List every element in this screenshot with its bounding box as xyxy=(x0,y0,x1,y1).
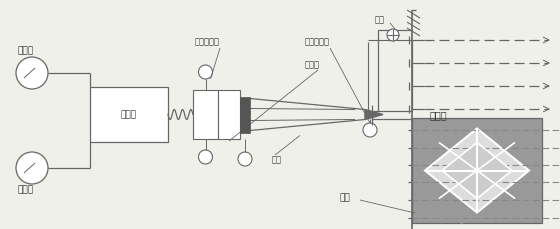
Circle shape xyxy=(198,65,212,79)
Circle shape xyxy=(16,57,48,89)
Text: zhulong.com: zhulong.com xyxy=(435,215,484,224)
Circle shape xyxy=(363,123,377,137)
Polygon shape xyxy=(365,109,383,120)
Text: 注浆泵: 注浆泵 xyxy=(121,110,137,119)
Bar xyxy=(90,87,168,142)
Text: 孔口压力表: 孔口压力表 xyxy=(305,38,330,46)
Text: 小导管: 小导管 xyxy=(430,110,447,120)
Text: 泵口压力表: 泵口压力表 xyxy=(195,38,220,46)
Text: 混合器: 混合器 xyxy=(305,60,320,69)
Bar xyxy=(240,96,250,133)
Circle shape xyxy=(238,152,252,166)
Circle shape xyxy=(387,29,399,41)
Text: 球阀: 球阀 xyxy=(375,16,385,25)
Circle shape xyxy=(198,150,212,164)
Text: 搞拌机: 搞拌机 xyxy=(18,46,34,55)
Bar xyxy=(193,90,218,139)
Circle shape xyxy=(16,152,48,184)
Polygon shape xyxy=(425,128,529,213)
Bar xyxy=(218,90,240,139)
Text: 蓄浆池: 蓄浆池 xyxy=(18,185,34,194)
Polygon shape xyxy=(442,142,512,199)
Bar xyxy=(412,118,542,223)
Text: 管路: 管路 xyxy=(272,155,282,164)
Text: 地层: 地层 xyxy=(340,194,351,202)
